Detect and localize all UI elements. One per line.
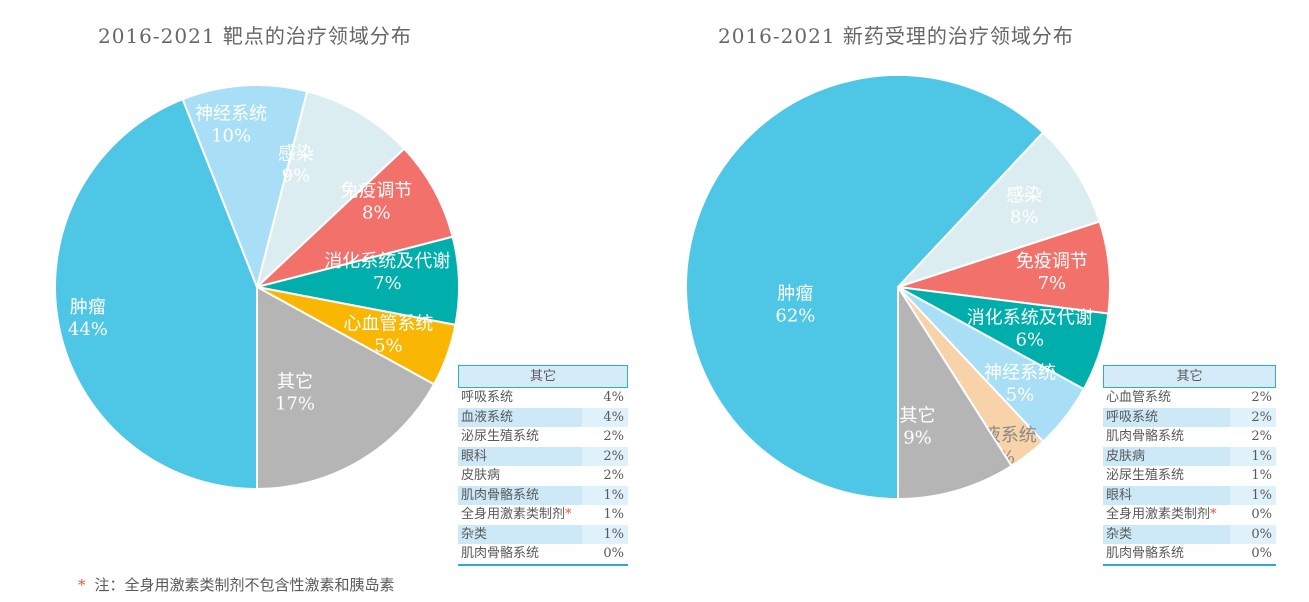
pie-slice-label: 肿瘤 62% — [775, 283, 815, 326]
table-row-label: 肌肉骨骼系统 — [1106, 429, 1185, 444]
table-row-label: 眼科 — [461, 448, 488, 464]
row-asterisk: * — [565, 507, 572, 522]
table-row-value: 4% — [582, 407, 628, 427]
table-row-label: 心血管系统 — [1106, 390, 1172, 405]
table-row: 血液系统 4% — [458, 407, 628, 427]
table-row: 肌肉骨骼系统 1% — [458, 485, 628, 505]
others-table-rows: 呼吸系统 4% 血液系统 4% 泌尿生殖系统 2% 眼科 2% 皮肤病 2% 肌肉骨骼系统 1% 全身用… — [458, 388, 628, 566]
table-row: 皮肤病 1% — [1103, 446, 1276, 466]
table-row-label: 皮肤病 — [1106, 448, 1146, 464]
others-table-targets: 其它 呼吸系统 4% 血液系统 4% 泌尿生殖系统 2% 眼科 2% 皮肤病 2% 肌肉骨骼系统 1%… — [458, 365, 628, 566]
table-row: 呼吸系统 4% — [458, 388, 628, 408]
table-row: 眼科 1% — [1103, 485, 1276, 505]
pie-slice — [897, 131, 1101, 288]
pie-slice — [685, 74, 1045, 500]
pie-slice-label: 其它 9% — [900, 406, 936, 449]
table-row-value: 2% — [1230, 407, 1276, 427]
table-row: 肌肉骨骼系统 0% — [1103, 544, 1276, 564]
table-row-label: 血液系统 — [461, 409, 514, 425]
table-row-value: 2% — [582, 446, 628, 466]
table-row-value: 0% — [603, 546, 624, 561]
pie-slice — [256, 286, 436, 490]
pie-slice — [256, 90, 406, 288]
footnote: * 注：全身用激素类制剂不包含性激素和胰岛素 — [78, 574, 395, 595]
table-row-label: 全身用激素类制剂* — [1106, 507, 1217, 522]
pie-slice-label: 其它 17% — [275, 371, 315, 414]
pie-slice-label: 消化系统及代谢 6% — [967, 307, 1093, 350]
pie-slice — [181, 84, 309, 288]
table-row-label: 眼科 — [1106, 487, 1133, 503]
table-row-label: 泌尿生殖系统 — [1106, 468, 1185, 483]
table-row-label: 全身用激素类制剂* — [461, 507, 572, 522]
pie-slice-label: 心血管系统 5% — [343, 314, 433, 357]
table-row-label: 肌肉骨骼系统 — [461, 546, 540, 561]
row-asterisk: * — [1210, 507, 1217, 522]
table-row: 泌尿生殖系统 2% — [458, 427, 628, 447]
table-row: 杂类 1% — [458, 524, 628, 544]
table-row-value: 2% — [1251, 429, 1272, 444]
pie-slice-label: 消化系统及代谢 7% — [324, 251, 450, 294]
others-table-header: 其它 — [458, 365, 628, 388]
footnote-text: 注：全身用激素类制剂不包含性激素和胰岛素 — [94, 576, 395, 594]
table-row: 眼科 2% — [458, 446, 628, 466]
table-row-value: 0% — [1251, 507, 1272, 522]
table-row-label: 杂类 — [461, 526, 488, 542]
pie-slice-label: 免疫调节 8% — [340, 180, 412, 223]
table-row-value: 2% — [603, 429, 624, 444]
chart-title-targets: 2016-2021 靶点的治疗领域分布 — [98, 24, 412, 48]
pie-slice-label: 肿瘤 44% — [68, 297, 108, 340]
table-row-value: 4% — [603, 390, 624, 405]
table-row-label: 呼吸系统 — [461, 390, 514, 405]
table-row-label: 肌肉骨骼系统 — [1106, 546, 1185, 561]
others-table-rows: 心血管系统 2% 呼吸系统 2% 肌肉骨骼系统 2% 皮肤病 1% 泌尿生殖系统 1% 眼科 1% 全身… — [1103, 388, 1276, 566]
table-row-value: 1% — [582, 524, 628, 544]
pie-slice-label: 感染 9% — [278, 144, 314, 187]
chart-title-acceptances: 2016-2021 新药受理的治疗领域分布 — [718, 24, 1074, 48]
table-row: 全身用激素类制剂* 0% — [1103, 505, 1276, 525]
table-row-label: 杂类 — [1106, 526, 1133, 542]
table-row: 肌肉骨骼系统 2% — [1103, 427, 1276, 447]
pie-slice — [897, 286, 1013, 500]
pie-chart-targets: 肿瘤 44% 神经系统 10% 感染 9% 免疫调节 8% 消化系统及代谢 7% 心血管系统 5% 其它… — [54, 84, 460, 490]
pie-slice-label: 神经系统 10% — [195, 103, 267, 146]
others-table-acceptances: 其它 心血管系统 2% 呼吸系统 2% 肌肉骨骼系统 2% 皮肤病 1% 泌尿生殖系统 1% 眼科 1… — [1103, 365, 1276, 566]
pie-slice — [256, 147, 454, 288]
table-row-value: 0% — [1230, 524, 1276, 544]
table-row: 心血管系统 2% — [1103, 388, 1276, 408]
table-row-value: 1% — [582, 485, 628, 505]
others-table-header: 其它 — [1103, 365, 1276, 388]
table-row-label: 呼吸系统 — [1106, 409, 1159, 425]
table-row-value: 0% — [1251, 546, 1272, 561]
table-row-value: 1% — [1230, 446, 1276, 466]
table-row-value: 1% — [1230, 485, 1276, 505]
table-row: 皮肤病 2% — [458, 466, 628, 486]
pie-slice-label: 感染 8% — [1006, 185, 1042, 228]
table-row: 泌尿生殖系统 1% — [1103, 466, 1276, 486]
table-row: 呼吸系统 2% — [1103, 407, 1276, 427]
table-row-value: 1% — [603, 507, 624, 522]
table-row-label: 皮肤病 — [461, 468, 501, 483]
pie-slice-label: 神经系统 5% — [984, 362, 1056, 405]
table-row: 杂类 0% — [1103, 524, 1276, 544]
table-row-value: 2% — [603, 468, 624, 483]
pie-slice-label: 免疫调节 7% — [1016, 251, 1088, 294]
table-row-label: 肌肉骨骼系统 — [461, 487, 540, 503]
footnote-asterisk: * — [78, 576, 86, 594]
table-row-value: 2% — [1251, 390, 1272, 405]
pie-slice — [54, 98, 258, 490]
table-row: 全身用激素类制剂* 1% — [458, 505, 628, 525]
table-row: 肌肉骨骼系统 0% — [458, 544, 628, 564]
table-row-value: 1% — [1251, 468, 1272, 483]
table-row-label: 泌尿生殖系统 — [461, 429, 540, 444]
